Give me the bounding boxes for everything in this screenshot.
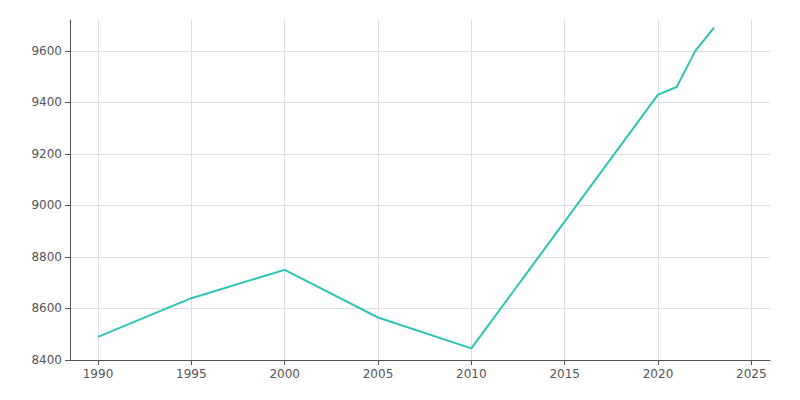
svg-text:2020: 2020 — [643, 367, 674, 381]
svg-text:8600: 8600 — [31, 301, 62, 315]
svg-text:1990: 1990 — [83, 367, 114, 381]
svg-text:8800: 8800 — [31, 250, 62, 264]
svg-text:9200: 9200 — [31, 147, 62, 161]
svg-text:9000: 9000 — [31, 198, 62, 212]
svg-text:9600: 9600 — [31, 44, 62, 58]
svg-text:2005: 2005 — [363, 367, 394, 381]
svg-text:9400: 9400 — [31, 95, 62, 109]
svg-text:2000: 2000 — [269, 367, 300, 381]
svg-text:2015: 2015 — [549, 367, 580, 381]
svg-text:8400: 8400 — [31, 353, 62, 367]
svg-text:2025: 2025 — [736, 367, 767, 381]
svg-text:1995: 1995 — [176, 367, 207, 381]
svg-text:2010: 2010 — [456, 367, 487, 381]
